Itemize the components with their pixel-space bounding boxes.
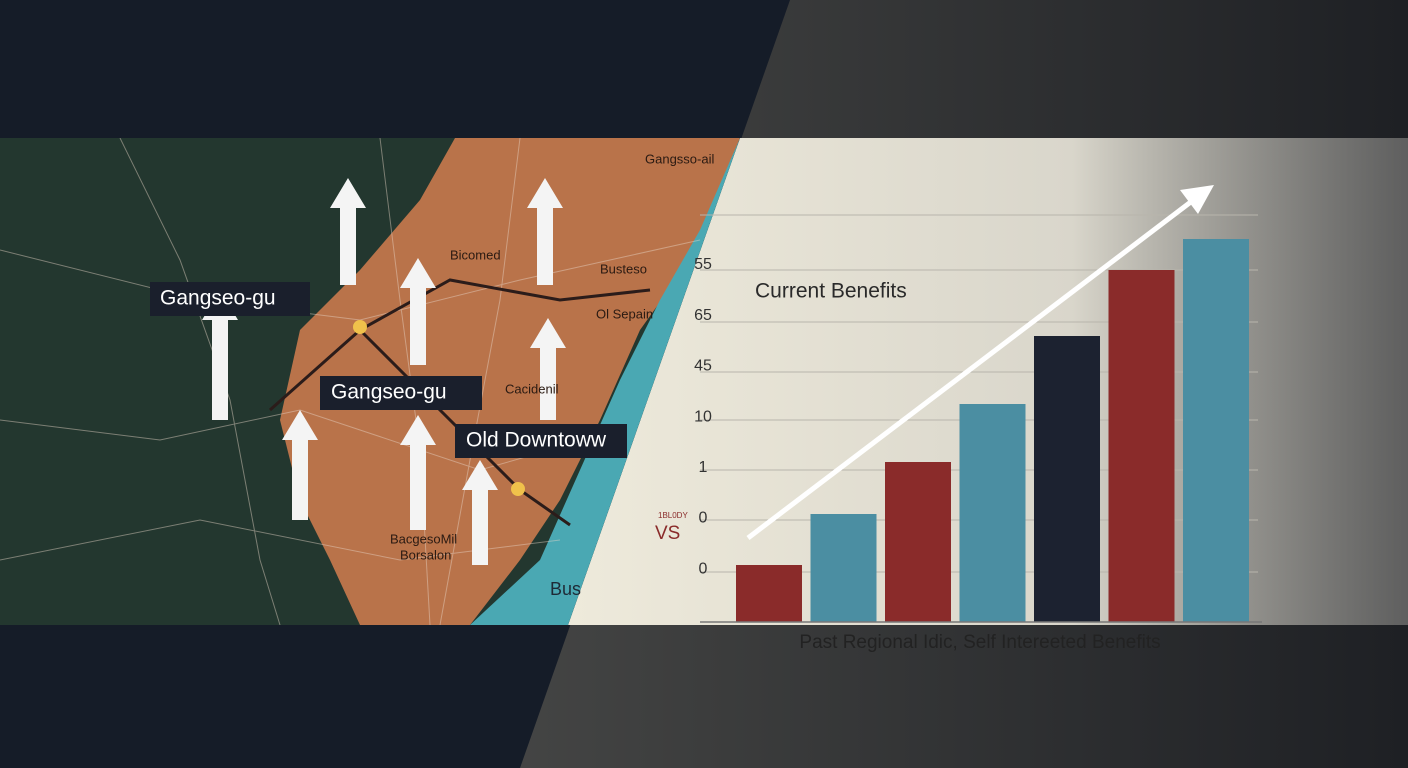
label-box (320, 376, 482, 410)
map-marker (353, 320, 367, 334)
place-name: Bicomed (450, 247, 501, 262)
bar (1183, 239, 1249, 622)
place-name: Busteso (600, 261, 647, 276)
chart: Current Benefits 1BL0DY VS Past Regional… (655, 185, 1262, 653)
axis-label: 45 (694, 358, 712, 375)
axis-label: 65 (694, 307, 712, 324)
axis-label: 10 (694, 408, 712, 425)
bar (810, 514, 877, 622)
bar (959, 404, 1026, 622)
map-label: Old Downtoww (466, 429, 607, 452)
map-marker (511, 482, 525, 496)
place-name: Gangsso-ail (645, 151, 714, 166)
map-urban (280, 138, 740, 625)
vs-label: VS (655, 523, 680, 544)
axis-label: 0 (699, 510, 708, 527)
place-name: Ol Sepain (596, 306, 653, 321)
map-label: Gangseo-gu (331, 381, 447, 404)
bar (736, 565, 802, 622)
place-name: BacgesoMil (390, 531, 457, 546)
trend-arrow (746, 196, 1198, 540)
bar (885, 462, 951, 622)
map-arrows (202, 178, 566, 565)
axis-label: 55 (694, 256, 712, 273)
trend-arrow-head (1180, 185, 1214, 214)
place-name: Cacidenil (505, 381, 559, 396)
axis-label: 0 (699, 560, 708, 577)
caption: Past Regional Idic, Self Intereeted Bene… (799, 632, 1160, 653)
label-box (150, 282, 310, 316)
place-name: Bus (550, 579, 581, 599)
bar (1108, 270, 1175, 622)
axis-label: 1 (699, 459, 708, 476)
bar (1034, 336, 1100, 622)
map-labels: Gangseo-gu Gangseo-gu Old Downtoww Gangs… (150, 151, 714, 599)
small-label: 1BL0DY (658, 511, 688, 520)
map-label: Gangseo-gu (160, 287, 276, 310)
chart-title: Current Benefits (755, 280, 907, 303)
place-name: Borsalon (400, 547, 451, 562)
label-box (455, 424, 627, 458)
map-water (470, 138, 740, 625)
